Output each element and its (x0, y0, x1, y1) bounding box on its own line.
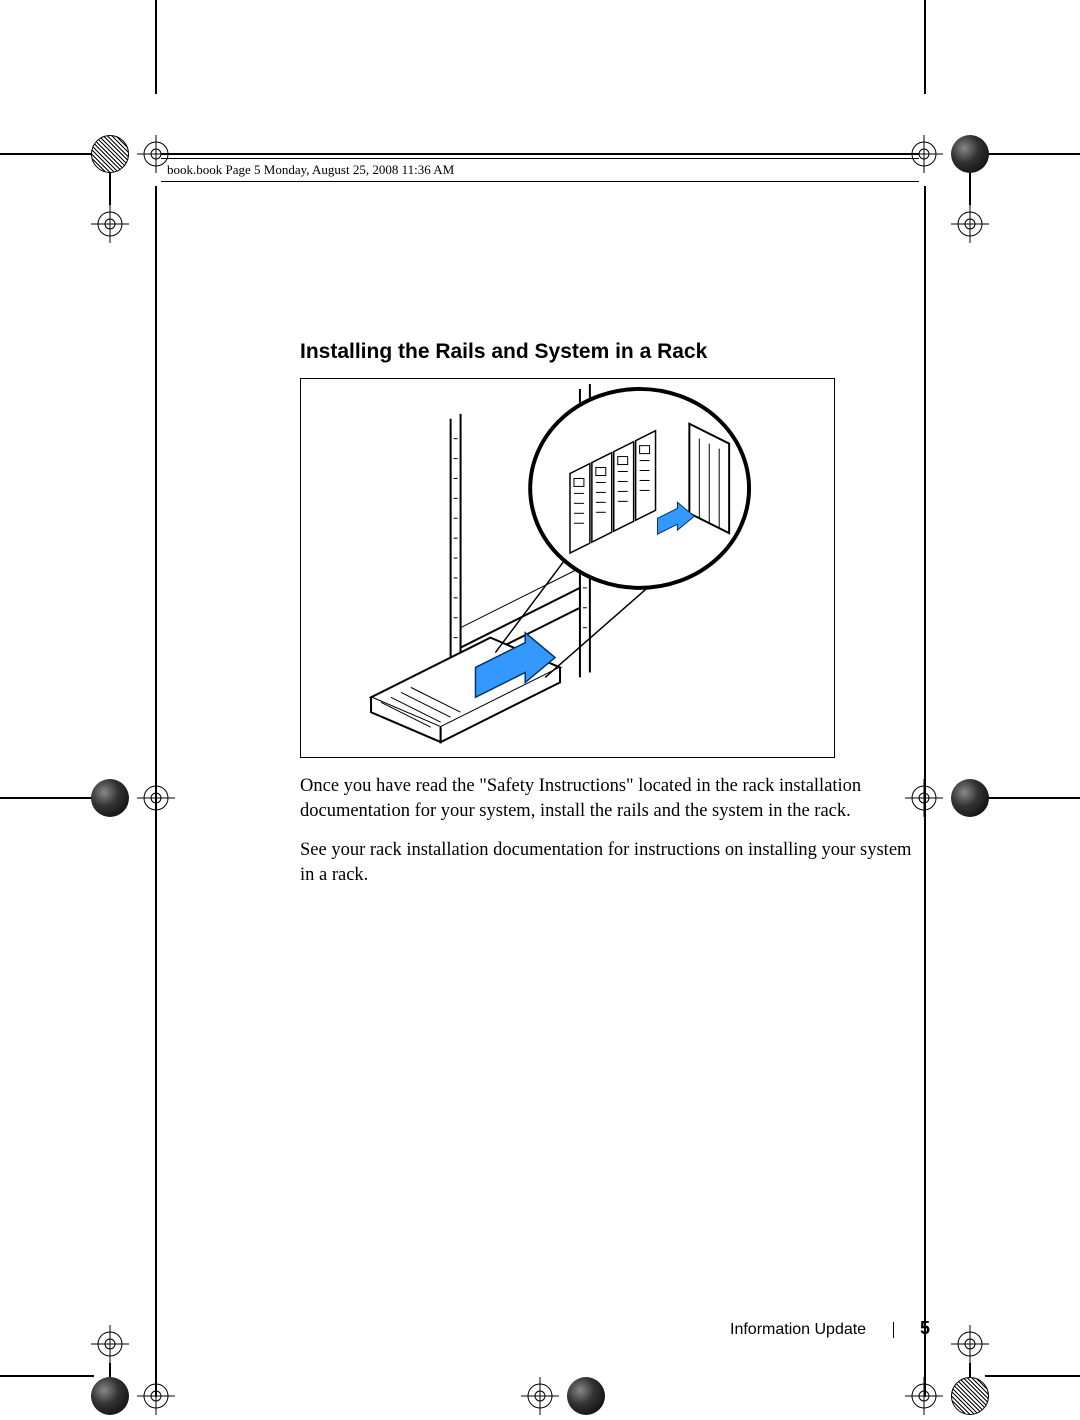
footer-label: Information Update (730, 1321, 866, 1338)
printer-mark-sphere (567, 1377, 605, 1415)
printer-mark-sphere (91, 135, 129, 173)
slug-text: book.book Page 5 Monday, August 25, 2008… (167, 162, 454, 177)
body-paragraph-2: See your rack installation documentation… (300, 838, 930, 888)
registration-mark-icon (951, 205, 989, 243)
registration-mark-icon (91, 1325, 129, 1363)
page-number: 5 (920, 1318, 930, 1338)
printer-mark-sphere (951, 135, 989, 173)
registration-mark-icon (137, 1377, 175, 1415)
page-content: Installing the Rails and System in a Rac… (300, 340, 930, 902)
registration-mark-icon (951, 1325, 989, 1363)
registration-mark-icon (137, 779, 175, 817)
section-title: Installing the Rails and System in a Rac… (300, 340, 930, 364)
registration-mark-icon (91, 205, 129, 243)
page-footer: Information Update 5 (300, 1318, 930, 1339)
printer-mark-sphere (951, 779, 989, 817)
registration-mark-icon (905, 1377, 943, 1415)
printer-mark-sphere (91, 1377, 129, 1415)
printer-mark-sphere (951, 1377, 989, 1415)
body-paragraph-1: Once you have read the "Safety Instructi… (300, 774, 930, 824)
printer-mark-sphere (91, 779, 129, 817)
registration-mark-icon (521, 1377, 559, 1415)
rack-installation-figure (300, 378, 835, 758)
slug-line: book.book Page 5 Monday, August 25, 2008… (161, 158, 919, 182)
footer-separator (893, 1322, 894, 1338)
